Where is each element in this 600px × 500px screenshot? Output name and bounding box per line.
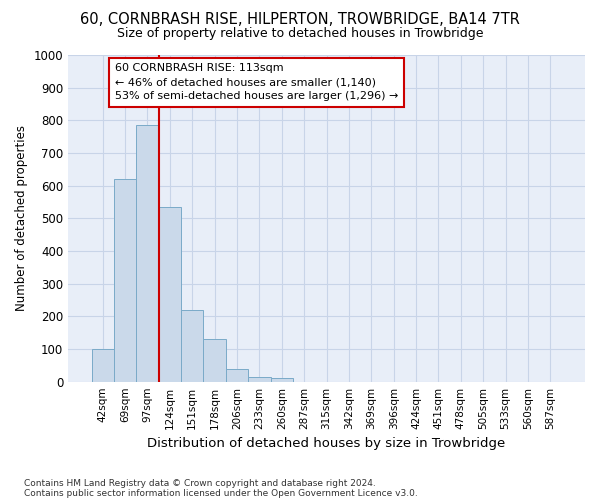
Y-axis label: Number of detached properties: Number of detached properties (15, 126, 28, 312)
Text: 60, CORNBRASH RISE, HILPERTON, TROWBRIDGE, BA14 7TR: 60, CORNBRASH RISE, HILPERTON, TROWBRIDG… (80, 12, 520, 28)
Bar (158, 207, 181, 382)
Bar (203, 339, 226, 382)
Bar (114, 179, 136, 382)
Bar (92, 349, 114, 382)
Text: Contains HM Land Registry data © Crown copyright and database right 2024.: Contains HM Land Registry data © Crown c… (24, 478, 376, 488)
Bar (226, 368, 248, 382)
Text: Size of property relative to detached houses in Trowbridge: Size of property relative to detached ho… (117, 28, 483, 40)
Bar (248, 377, 271, 382)
X-axis label: Distribution of detached houses by size in Trowbridge: Distribution of detached houses by size … (148, 437, 506, 450)
Text: 60 CORNBRASH RISE: 113sqm
← 46% of detached houses are smaller (1,140)
53% of se: 60 CORNBRASH RISE: 113sqm ← 46% of detac… (115, 63, 398, 101)
Bar (271, 378, 293, 382)
Bar (181, 310, 203, 382)
Bar (136, 125, 158, 382)
Text: Contains public sector information licensed under the Open Government Licence v3: Contains public sector information licen… (24, 488, 418, 498)
